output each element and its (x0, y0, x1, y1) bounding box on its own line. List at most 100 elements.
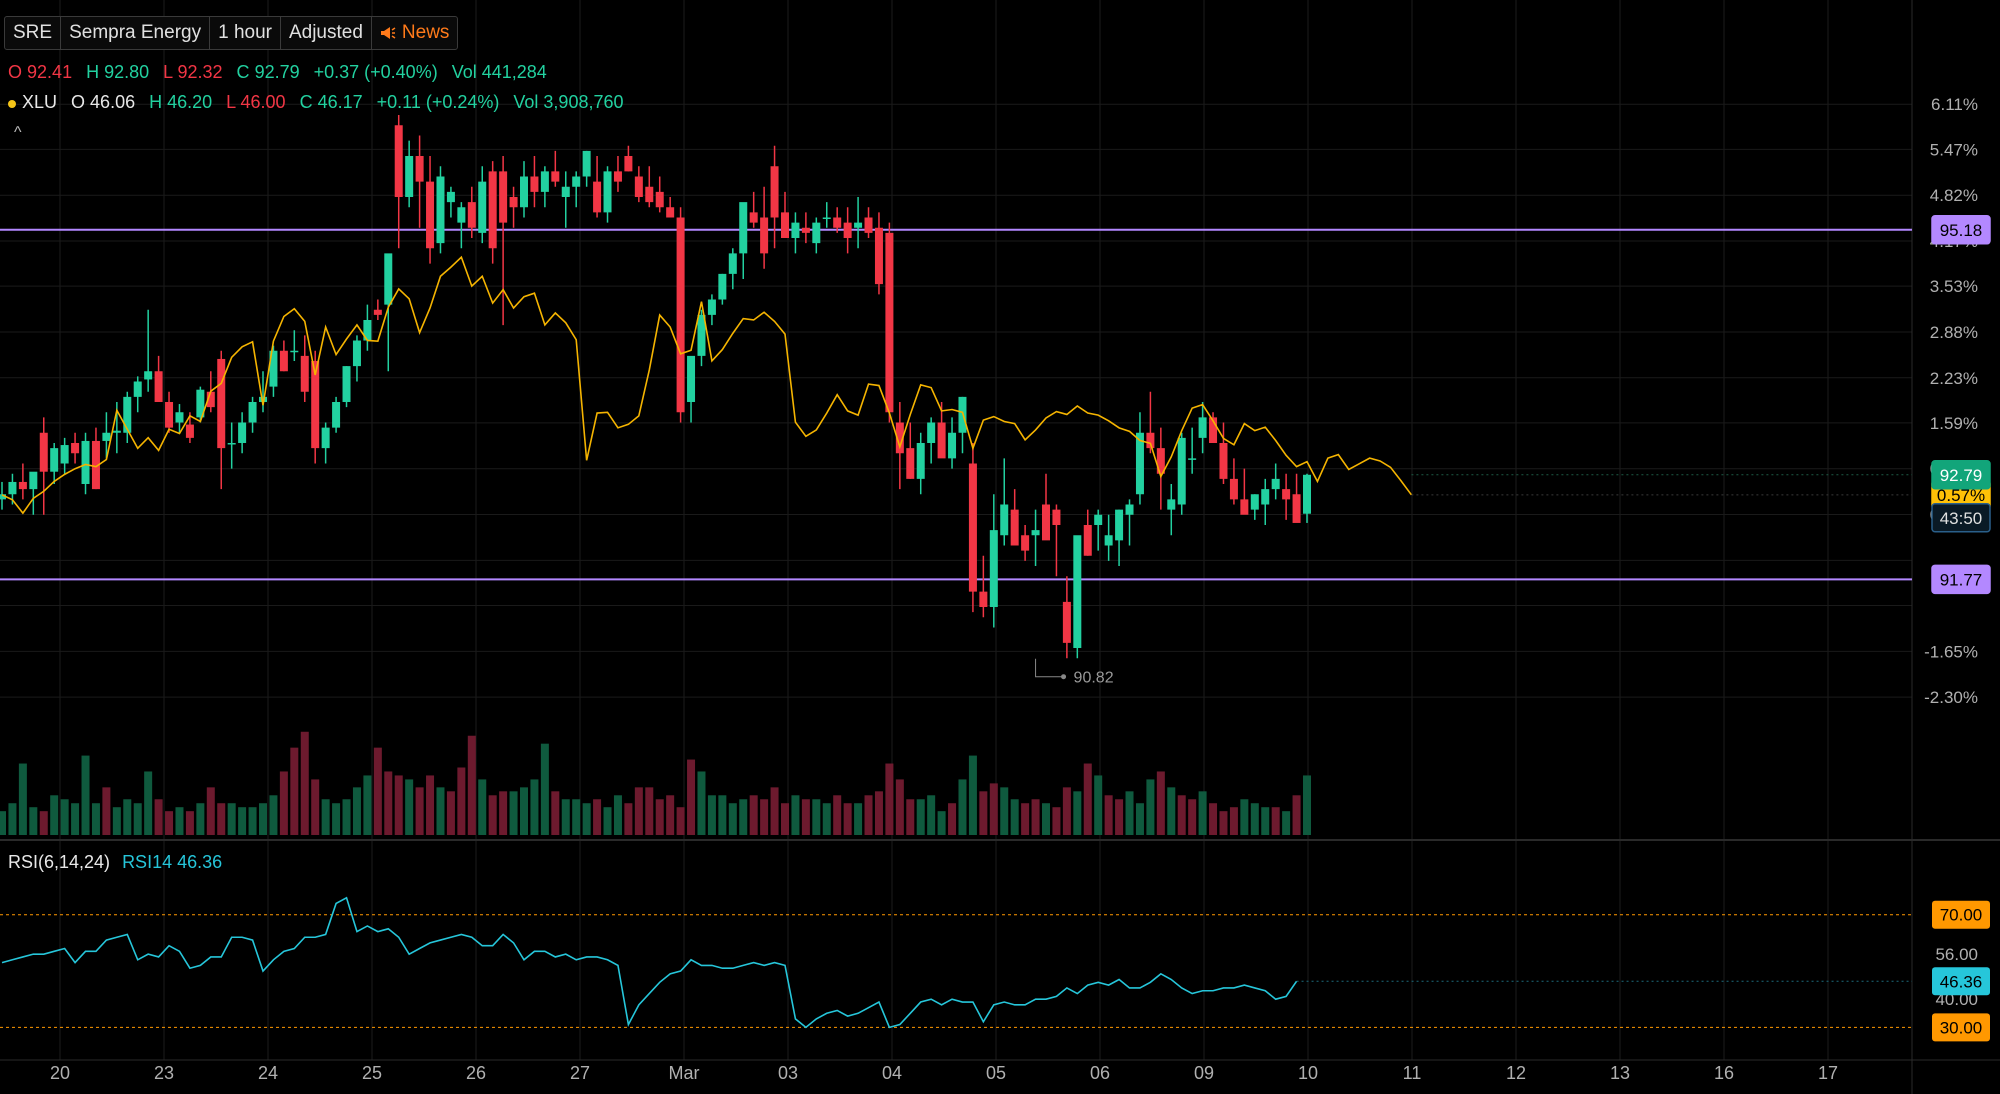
volume-bar (50, 795, 59, 835)
candle-body (1303, 474, 1311, 514)
volume-bar (530, 779, 539, 835)
volume-bar (551, 791, 560, 835)
candle-body (436, 176, 445, 244)
volume-bar (1209, 803, 1218, 835)
adjust-button[interactable]: Adjusted (281, 17, 372, 49)
volume-bar (259, 803, 267, 835)
time-axis-label: 10 (1298, 1063, 1318, 1083)
volume-bar (666, 795, 675, 835)
candle-body (1282, 489, 1291, 500)
candle-body (1052, 509, 1061, 525)
volume-bar (1146, 779, 1155, 835)
candle-body (342, 366, 351, 402)
candle-body (81, 440, 90, 484)
volume-bar (279, 771, 288, 835)
rsi-indicator-value: RSI14 46.36 (122, 852, 223, 872)
compare-pct-tag: 0.57% (1937, 486, 1985, 505)
volume-bar (1219, 811, 1228, 835)
candle-body (1083, 525, 1092, 556)
rsi-value-tag-bg (1932, 967, 1990, 996)
volume-bar (1094, 775, 1103, 835)
countdown-tag-bg (1931, 503, 1991, 533)
candle-body (478, 181, 487, 233)
support-tag-bg (1931, 564, 1991, 595)
time-axis-label: 12 (1506, 1063, 1526, 1083)
volume-label: Vol (451, 62, 477, 82)
volume-bar (843, 803, 852, 835)
volume-bar (749, 795, 758, 835)
candle-body (1167, 499, 1176, 510)
candle-body (238, 422, 247, 443)
candle-body (1042, 504, 1050, 541)
candle-body (1156, 448, 1165, 474)
volume-bar (1177, 795, 1186, 835)
candle-body (1229, 478, 1238, 500)
volume-bar (728, 803, 737, 835)
candle-body (457, 207, 466, 223)
volume-bar (760, 799, 769, 835)
last-price-tag-bg (1931, 460, 1991, 490)
candle-body (613, 171, 622, 182)
volume-bar (29, 807, 38, 835)
compare-open-label: O (71, 92, 86, 112)
volume-bar (540, 743, 549, 835)
candle-body (1271, 478, 1280, 490)
volume-bar (352, 787, 361, 835)
volume-bar (718, 795, 727, 835)
candle-body (843, 222, 852, 238)
candle-body (269, 350, 278, 387)
volume-bar (624, 803, 633, 835)
candle-body (979, 591, 988, 607)
candle-body (739, 202, 748, 254)
rsi-indicator-name[interactable]: RSI(6,14,24) (8, 852, 111, 872)
candle-body (1240, 499, 1249, 515)
compare-symbol[interactable]: XLU (22, 92, 58, 112)
volume-bar (1062, 787, 1071, 835)
volume-bar (39, 811, 48, 835)
candle-body (185, 424, 194, 438)
volume-bar (697, 771, 706, 835)
candle-body (50, 448, 59, 472)
volume-bar (676, 807, 685, 835)
candle-body (666, 207, 675, 218)
candle-body (279, 350, 288, 372)
volume-bar (958, 779, 967, 835)
volume-bar (687, 759, 696, 835)
candle-body (175, 412, 184, 423)
volume-bar (1031, 799, 1040, 835)
candle-body (384, 253, 393, 305)
candle-body (1104, 535, 1113, 546)
volume-bar (8, 803, 17, 835)
candle-body (801, 227, 810, 233)
volume-bar (81, 755, 90, 835)
candle-body (927, 422, 936, 443)
low-annotation-label: 90.82 (1074, 670, 1114, 687)
company-name[interactable]: Sempra Energy (61, 17, 211, 49)
collapse-legend-toggle[interactable]: ^ (14, 124, 22, 141)
high-value: 92.80 (104, 62, 150, 82)
low-annotation-line (1035, 658, 1064, 678)
candle-body (937, 422, 946, 459)
candle-body (948, 432, 957, 459)
compare-open-value: 46.06 (90, 92, 136, 112)
volume-bar (645, 787, 654, 835)
volume-bar (1073, 791, 1082, 835)
candle-body (415, 156, 424, 182)
volume-bar (1292, 795, 1301, 835)
symbol-button[interactable]: SRE (5, 17, 62, 49)
rsi-line (1, 896, 1298, 1029)
candle-body (687, 355, 696, 402)
volume-bar (123, 799, 132, 835)
close-value: 92.79 (254, 62, 300, 82)
candle-body (833, 217, 842, 228)
volume-bar (1010, 799, 1019, 835)
volume-bar (1083, 763, 1092, 835)
compare-color-dot (8, 100, 16, 108)
candle-body (1094, 514, 1103, 525)
candle-body (363, 320, 372, 341)
candle-body (1146, 432, 1155, 449)
interval-button[interactable]: 1 hour (210, 17, 281, 49)
candle-body (248, 402, 257, 423)
news-button[interactable]: News (372, 17, 458, 49)
